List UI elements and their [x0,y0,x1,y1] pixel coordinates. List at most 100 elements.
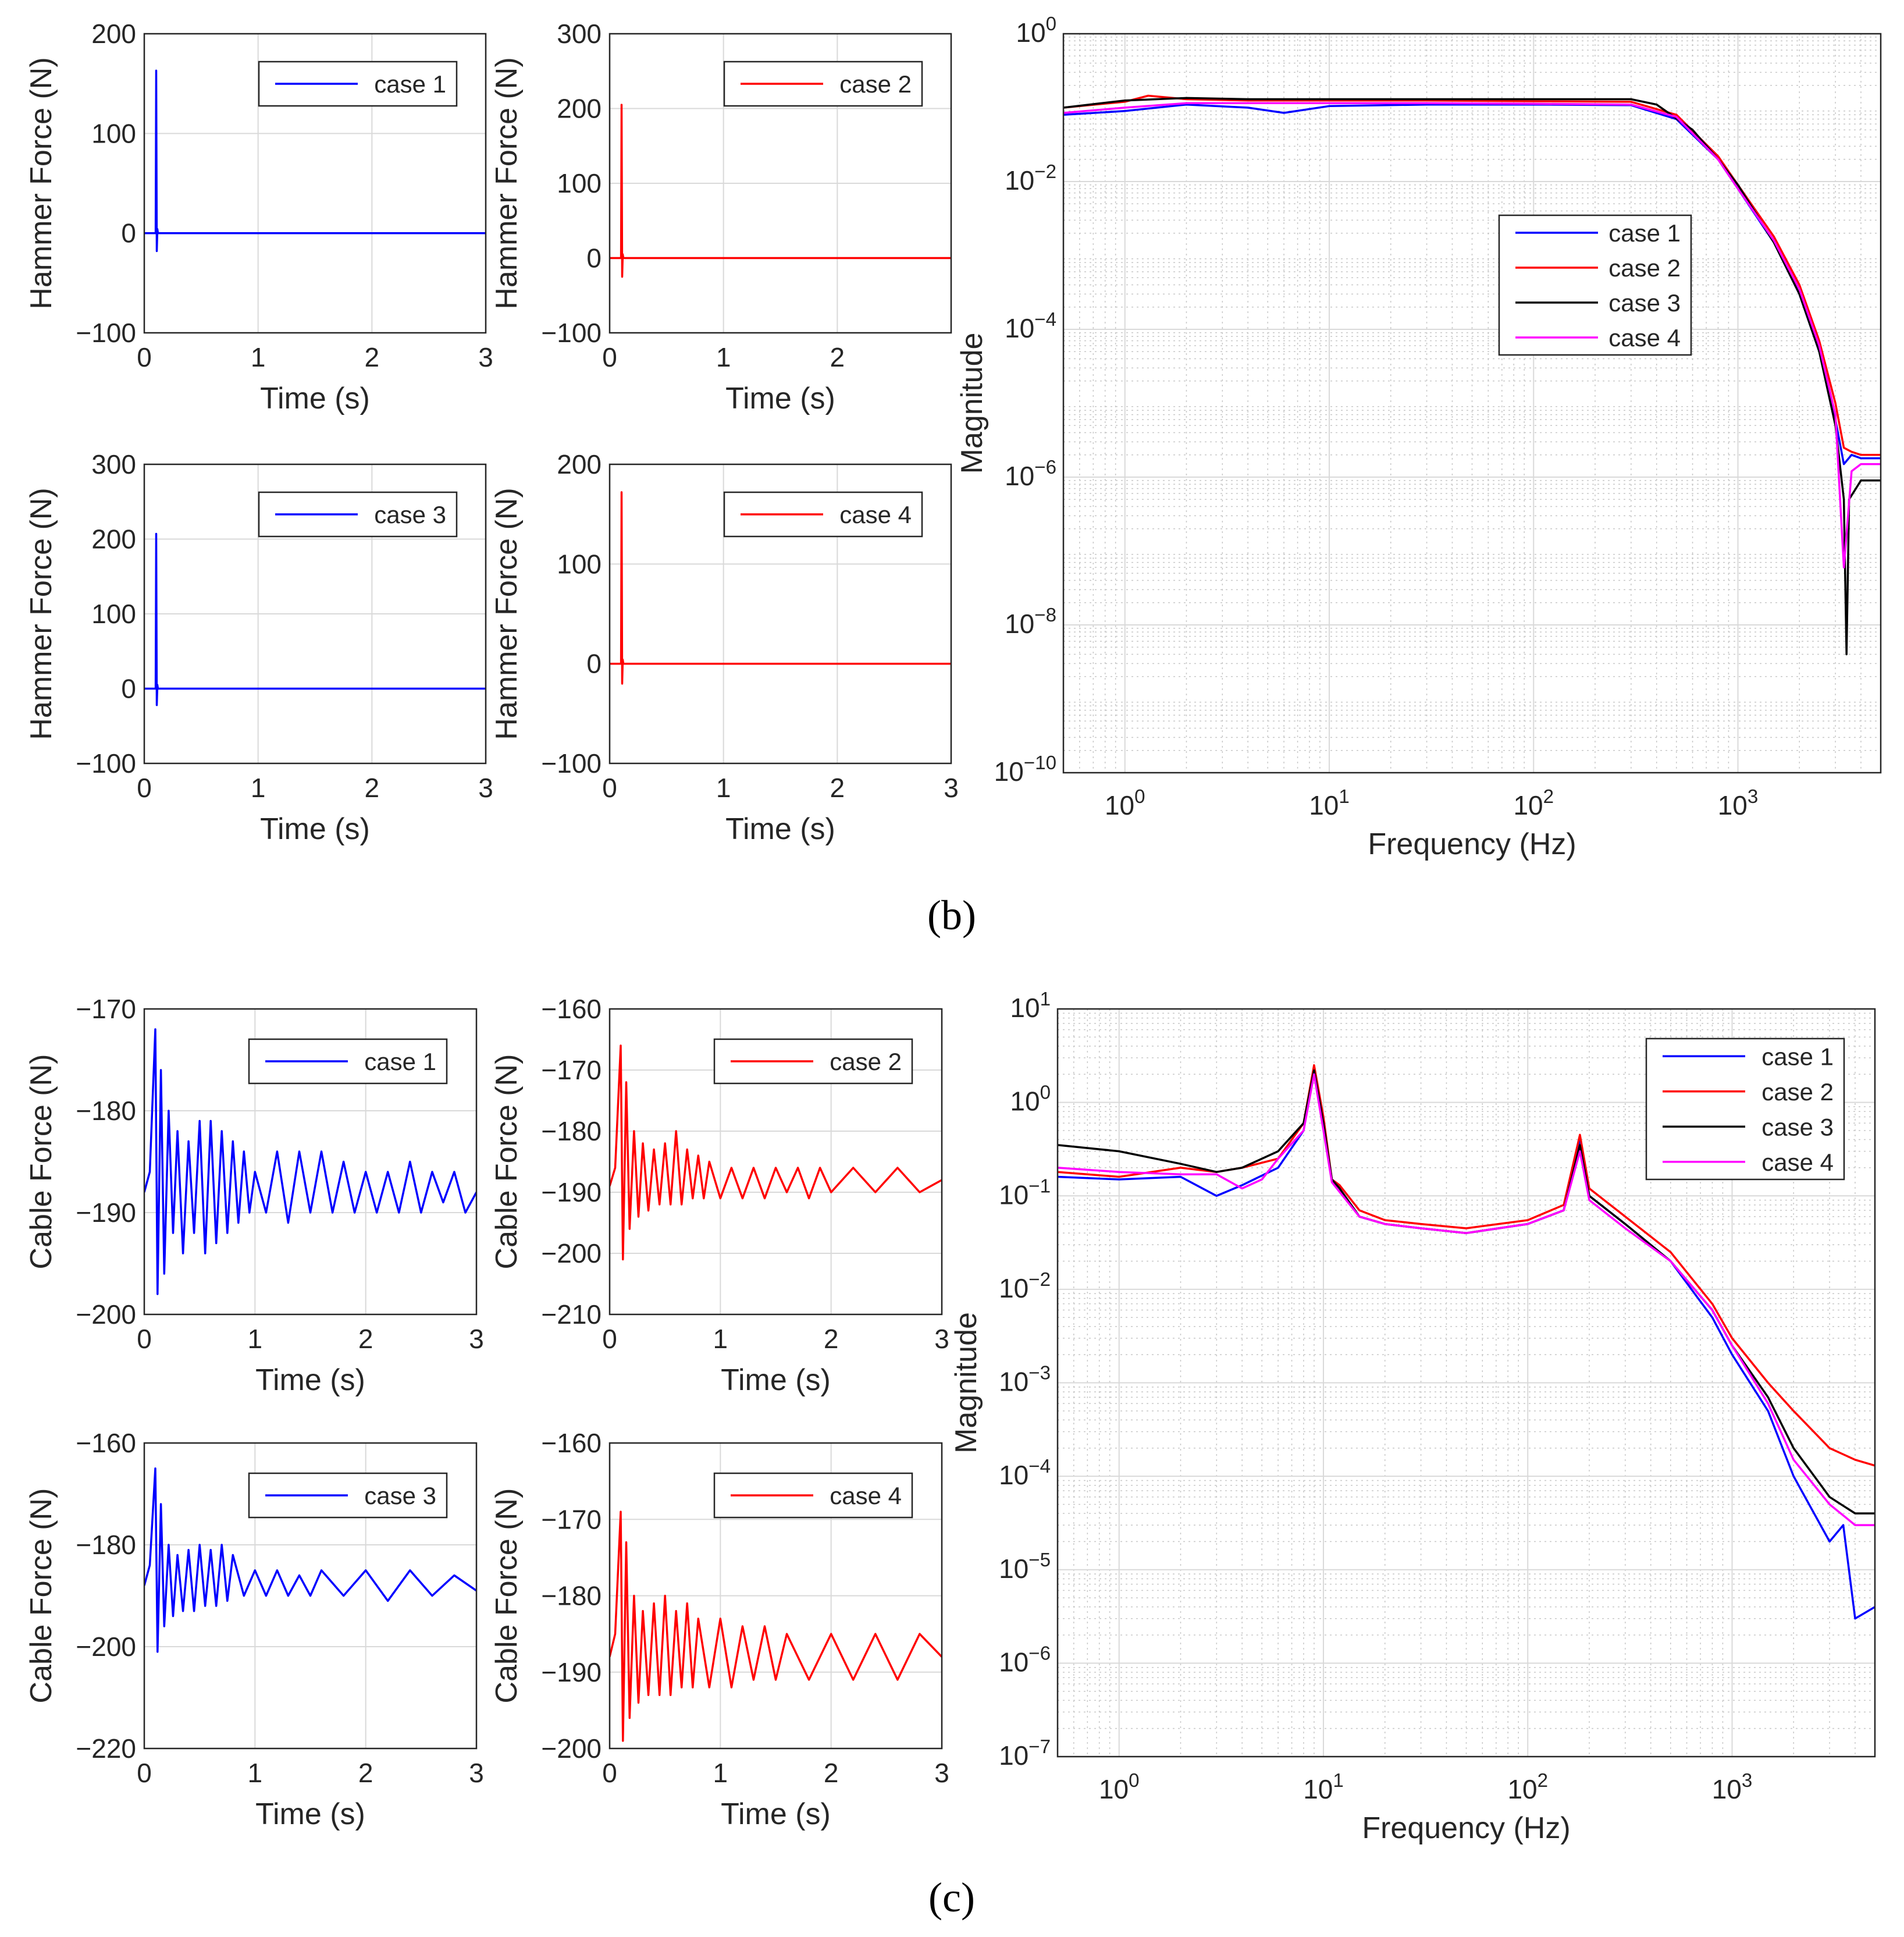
y-tick-label: −190 [541,1657,602,1687]
series-line-1 [144,1467,476,1653]
panel-label-c: (c) [928,1874,975,1921]
series-line-1 [610,104,951,278]
y-tick-label: −160 [541,1428,602,1458]
series-group [610,1510,942,1742]
y-tick-label: 10−4 [999,1456,1051,1490]
y-tick-label: 10−3 [999,1363,1051,1397]
x-axis-label: Time (s) [721,1363,831,1397]
x-axis-label: Time (s) [725,382,835,415]
legend-label: case 3 [374,501,446,528]
legend-label: case 2 [830,1048,902,1075]
legend-label: case 4 [839,501,912,528]
y-axis-label: Cable Force (N) [24,1054,58,1270]
legend-label: case 4 [1608,324,1681,351]
y-tick-label: 100 [1016,13,1056,48]
y-tick-label: −200 [76,1299,136,1330]
legend: case 3 [258,491,458,538]
y-tick-label: 10−4 [1005,309,1056,343]
series-group [144,1467,476,1653]
y-tick-label: 200 [91,524,136,555]
y-tick-label: 101 [1010,989,1051,1023]
y-axis-label: Cable Force (N) [490,1054,524,1270]
legend: case 1 case 2 case 3 case 4 [1645,1037,1845,1181]
y-axis-label: Magnitude [955,333,989,474]
y-tick-label: 10−6 [999,1643,1051,1677]
legend-label: case 1 [1761,1043,1834,1070]
x-tick-label: 103 [1712,1770,1753,1804]
y-tick-label: −100 [76,318,136,348]
y-tick-label: 10−6 [1005,457,1056,491]
chart-cable-force-case-2: 0 1 2 3 −210 −200 −190 −180 −170 −160 Time (s) Cabl… [490,994,949,1397]
plot-area [1063,34,1881,773]
series-group [610,1044,942,1261]
legend: case 2 [713,1038,913,1085]
y-tick-label: 10−1 [999,1175,1051,1210]
y-tick-label: −180 [76,1530,136,1560]
series-line-4 [1063,102,1881,568]
legend-label: case 3 [364,1482,436,1509]
x-tick-label: 0 [602,1324,617,1354]
y-tick-label: −200 [76,1632,136,1662]
chart-cable-spectrum: 100 101 102 103 10−7 10−6 10−5 10−4 10−3 10−2 10−1… [949,989,1876,1845]
x-tick-label: 2 [365,342,380,372]
x-axis-label: Time (s) [260,382,370,415]
y-tick-label: −220 [76,1733,136,1764]
legend-label: case 3 [1761,1113,1834,1140]
x-tick-label: 0 [602,1758,617,1788]
legend: case 1 [248,1038,448,1085]
x-axis-label: Frequency (Hz) [1368,827,1576,861]
x-tick-label: 102 [1513,786,1554,820]
axes-frame [143,1008,478,1316]
x-tick-label: 2 [824,1758,839,1788]
x-tick-label: 1 [248,1324,263,1354]
y-tick-label: 200 [557,94,602,124]
axes-frame [608,463,952,765]
legend-label: case 2 [839,70,912,98]
x-tick-label: 1 [716,342,731,372]
x-tick-label: 1 [251,342,266,372]
x-tick-label: 2 [830,773,845,803]
x-tick-label: 2 [830,342,845,372]
series-line-1 [610,1510,942,1742]
series-group [1058,1064,1875,1620]
y-axis-label: Hammer Force (N) [490,57,524,309]
series-line-1 [144,69,486,253]
series-line-1 [610,1044,942,1261]
y-tick-label: 200 [91,19,136,49]
series-line-1 [610,491,951,685]
x-tick-label: 3 [469,1758,484,1788]
legend: case 1 [258,61,458,107]
series-line-1 [144,1028,476,1295]
y-tick-label: −160 [76,1428,136,1458]
y-axis-label: Magnitude [949,1312,983,1453]
x-tick-label: 3 [469,1324,484,1354]
x-axis-label: Time (s) [260,812,370,846]
x-axis-label: Time (s) [255,1797,365,1831]
legend-label: case 4 [1761,1149,1834,1176]
y-tick-label: −170 [541,1055,602,1085]
legend-label: case 1 [374,70,446,98]
legend: case 4 [723,491,923,538]
y-tick-label: −100 [76,748,136,779]
minor-grid [1063,34,1881,773]
y-tick-label: 300 [557,19,602,49]
x-tick-label: 3 [934,1758,949,1788]
axes-frame [143,33,487,334]
y-tick-label: −200 [541,1733,602,1764]
series-group [144,69,486,253]
x-tick-label: 0 [137,342,152,372]
x-tick-label: 3 [934,1324,949,1354]
axes-frame [608,1008,943,1316]
y-tick-label: 100 [557,549,602,579]
chart-cable-force-case-3: 0 1 2 3 −220 −200 −180 −160 Time (s) Cable Force … [24,1428,484,1831]
y-tick-label: −180 [541,1581,602,1611]
series-group [1063,94,1881,656]
x-tick-label: 101 [1309,786,1350,820]
x-axis-label: Time (s) [725,812,835,846]
axes-frame [143,463,487,765]
x-tick-label: 3 [478,342,493,372]
x-tick-label: 100 [1099,1770,1140,1804]
y-tick-label: −180 [541,1116,602,1146]
